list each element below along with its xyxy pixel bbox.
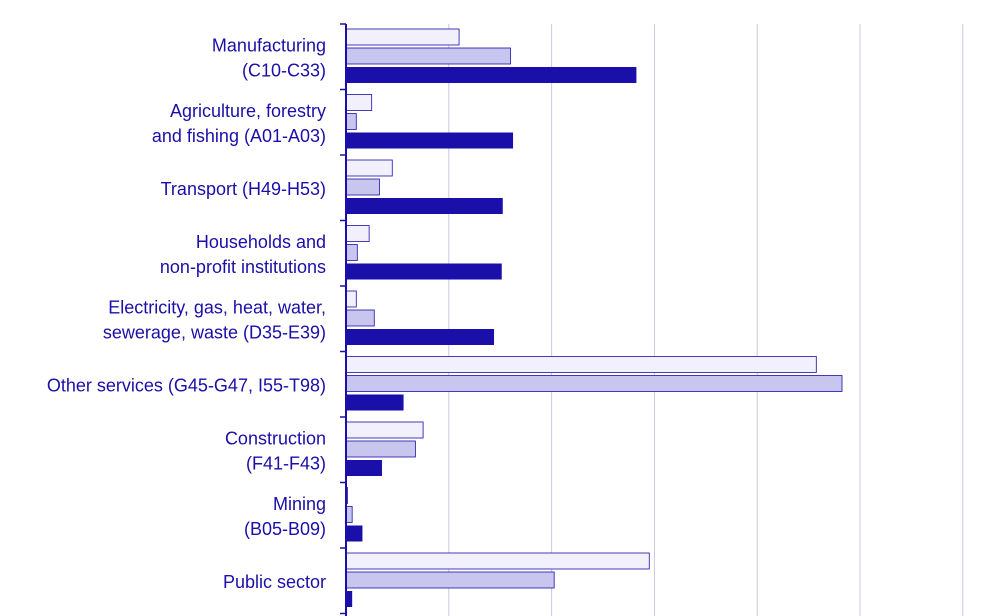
category-label-line: Transport (H49-H53) — [161, 179, 326, 199]
category-label: Construction (F41-F43) — [225, 428, 326, 473]
y-axis — [340, 23, 347, 616]
bar — [346, 198, 503, 214]
category-label: Mining (B05-B09) — [244, 494, 326, 539]
category-label-line: Other services (G45-G47, I55-T98) — [47, 375, 326, 395]
category-label: Households and non-profit institutions — [160, 232, 326, 277]
bar — [346, 460, 382, 476]
category-label: Electricity, gas, heat, water, sewerage, … — [103, 297, 326, 342]
category-label-line: (C10-C33) — [242, 60, 326, 80]
bar — [346, 263, 502, 280]
category-label: Transport (H49-H53) — [161, 179, 326, 199]
grid-lines — [448, 24, 964, 616]
bar — [345, 440, 416, 458]
category-label-line: Manufacturing — [212, 35, 326, 55]
category-label-line: and fishing (A01-A03) — [152, 126, 326, 146]
bar — [346, 525, 363, 542]
bar — [346, 132, 514, 149]
bar — [345, 178, 380, 196]
category-label-line: Agriculture, forestry — [170, 101, 326, 121]
bar — [346, 329, 495, 345]
bar — [345, 290, 357, 308]
bar — [345, 356, 817, 373]
category-label: Manufacturing (C10-C33) — [212, 35, 326, 80]
bar — [345, 552, 650, 570]
category-label-line: (B05-B09) — [244, 519, 326, 539]
bar — [346, 591, 353, 607]
bar — [345, 309, 375, 327]
bars — [345, 28, 843, 607]
bar — [345, 47, 511, 65]
bar — [345, 421, 424, 439]
bar — [345, 159, 393, 177]
bar — [345, 113, 357, 130]
category-label-line: (F41-F43) — [246, 453, 326, 473]
bar — [346, 67, 637, 83]
category-label-line: sewerage, waste (D35-E39) — [103, 322, 326, 342]
category-labels: Manufacturing (C10-C33) Agriculture, fores… — [47, 35, 326, 592]
bar — [345, 94, 373, 111]
bar — [345, 225, 370, 242]
category-label: Other services (G45-G47, I55-T98) — [47, 375, 326, 395]
bar — [346, 394, 404, 411]
bar — [345, 28, 460, 46]
category-label: Public sector — [223, 572, 326, 592]
bar — [345, 375, 843, 392]
category-label-line: Public sector — [223, 572, 326, 592]
category-label-line: Mining — [273, 494, 326, 514]
category-label-line: Electricity, gas, heat, water, — [108, 297, 326, 317]
bar — [345, 244, 358, 261]
category-label-line: non-profit institutions — [160, 257, 326, 277]
bar — [345, 571, 555, 589]
category-label-line: Construction — [225, 428, 326, 448]
category-label: Agriculture, forestry and fishing (A01-A0… — [152, 101, 326, 146]
category-label-line: Households and — [196, 232, 326, 252]
